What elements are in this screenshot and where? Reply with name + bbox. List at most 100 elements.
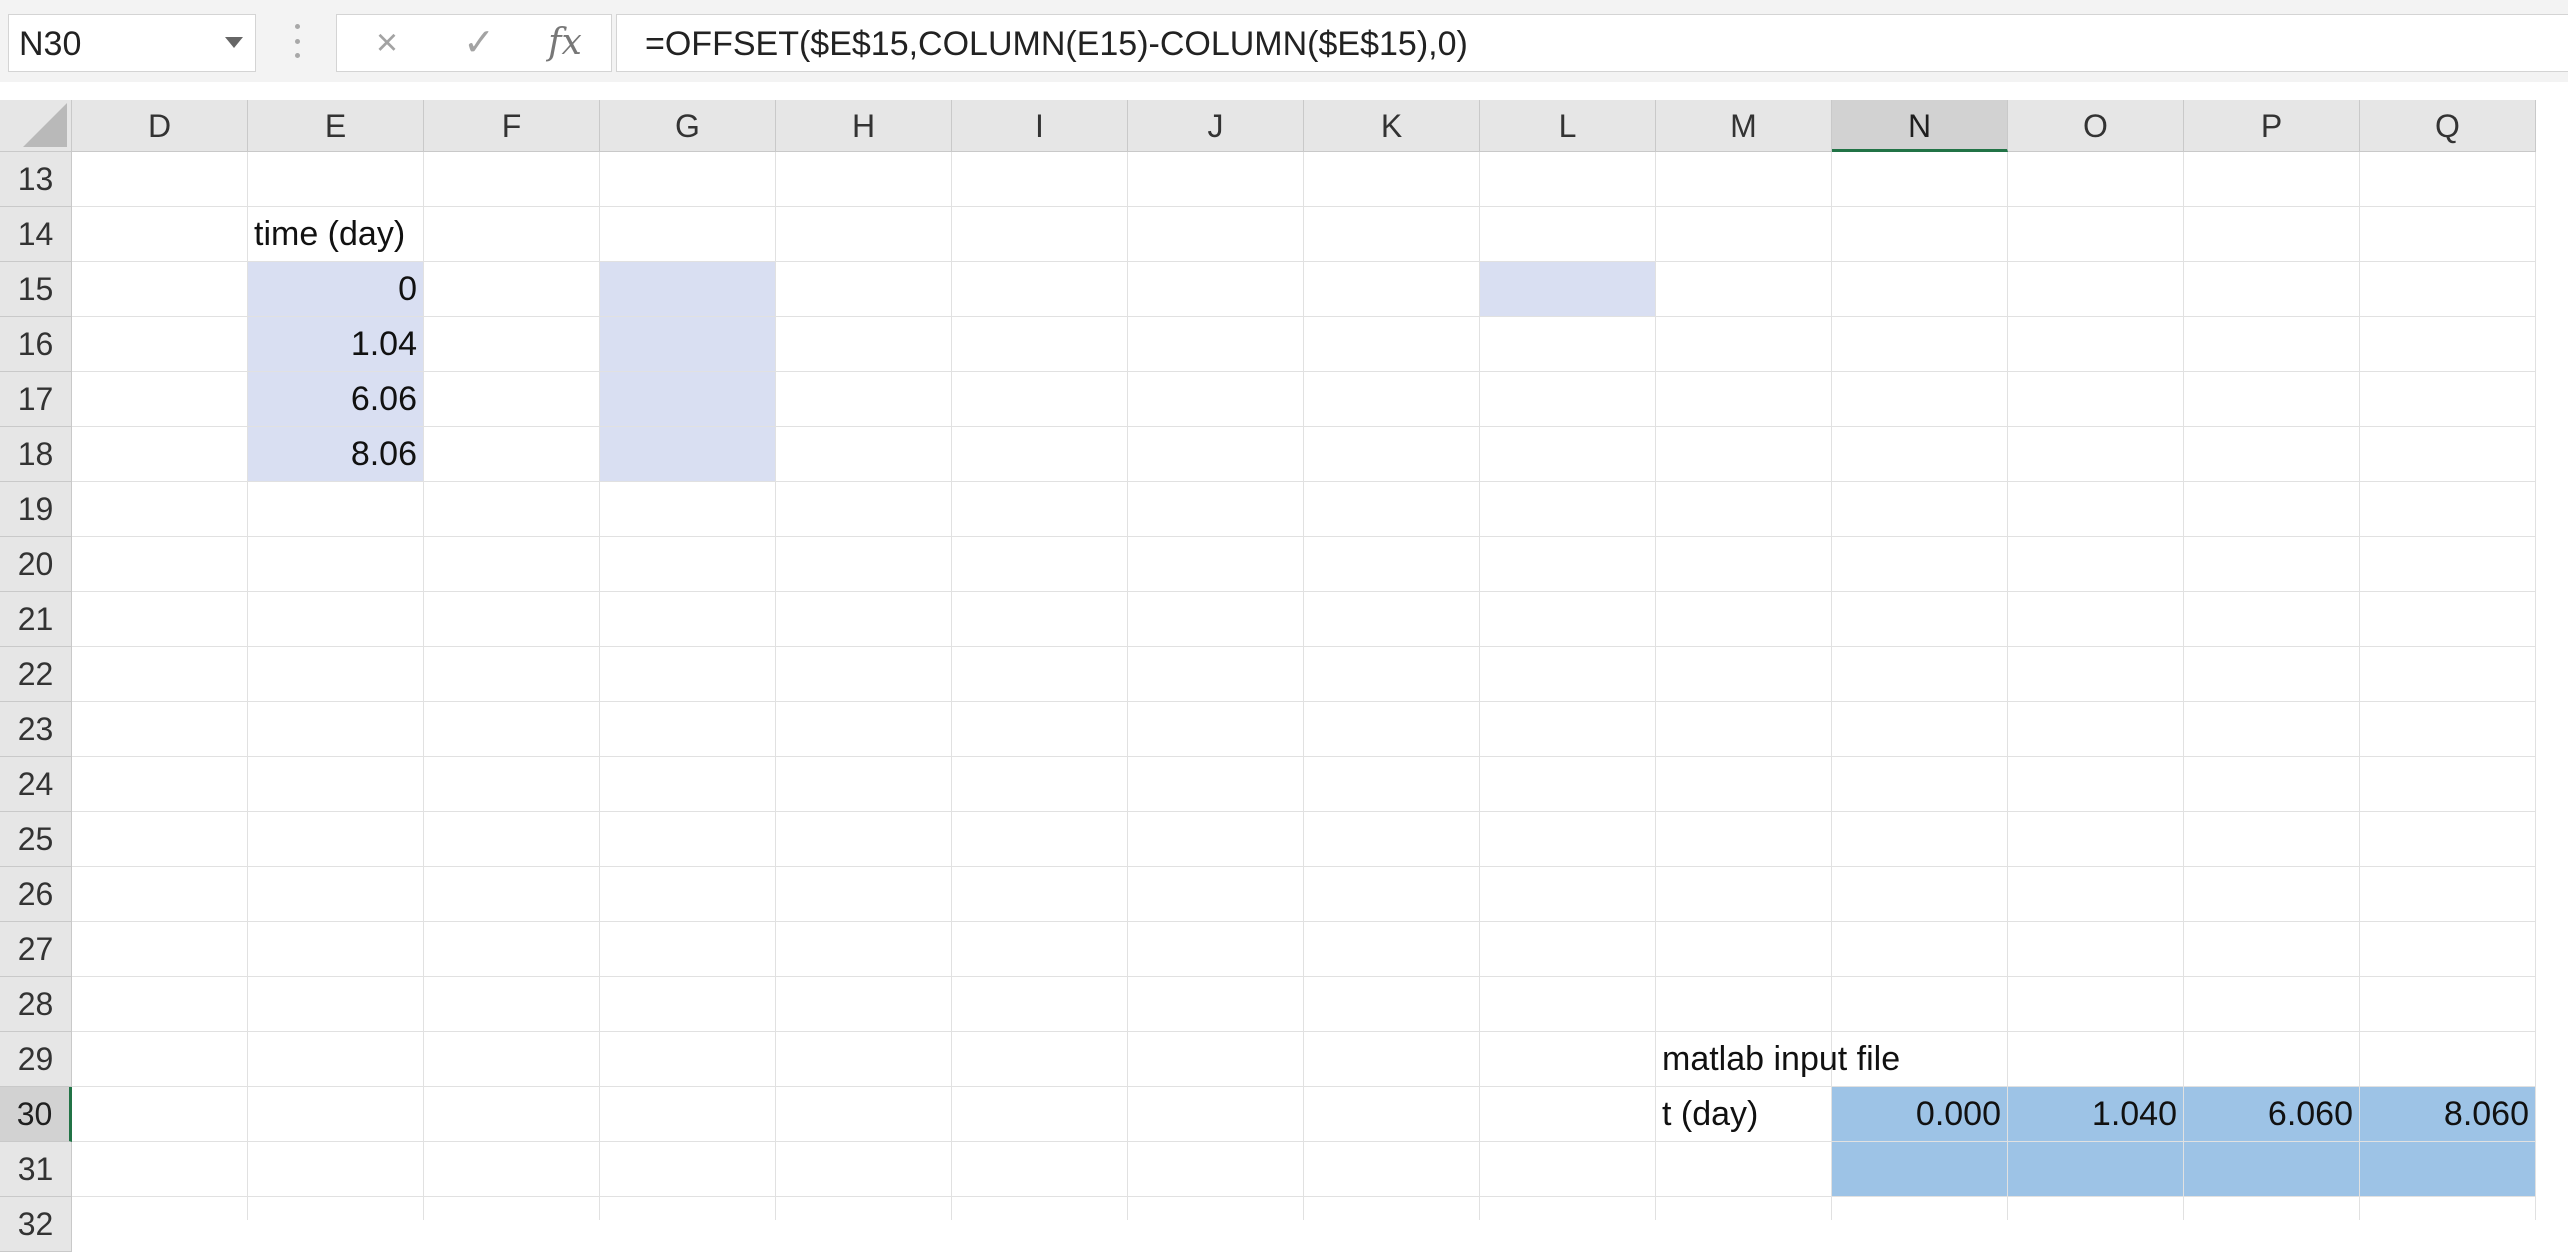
- cell-f14[interactable]: [424, 207, 600, 262]
- insert-function-icon[interactable]: fx: [548, 22, 582, 63]
- cell-q24[interactable]: [2360, 757, 2536, 812]
- cell-m30[interactable]: t (day): [1656, 1087, 1832, 1142]
- cell-n27[interactable]: [1832, 922, 2008, 977]
- cell-d19[interactable]: [72, 482, 248, 537]
- cell-q27[interactable]: [2360, 922, 2536, 977]
- cell-n21[interactable]: [1832, 592, 2008, 647]
- cell-d16[interactable]: [72, 317, 248, 372]
- column-header-o[interactable]: O: [2008, 100, 2184, 152]
- cell-j14[interactable]: [1128, 207, 1304, 262]
- cell-h23[interactable]: [776, 702, 952, 757]
- cell-k15[interactable]: [1304, 262, 1480, 317]
- cell-m15[interactable]: [1656, 262, 1832, 317]
- cell-g26[interactable]: [600, 867, 776, 922]
- cell-p20[interactable]: [2184, 537, 2360, 592]
- cell-d17[interactable]: [72, 372, 248, 427]
- cell-k28[interactable]: [1304, 977, 1480, 1032]
- cell-j20[interactable]: [1128, 537, 1304, 592]
- cell-h26[interactable]: [776, 867, 952, 922]
- cell-p31[interactable]: [2184, 1142, 2360, 1197]
- cell-n25[interactable]: [1832, 812, 2008, 867]
- cell-j16[interactable]: [1128, 317, 1304, 372]
- cell-n26[interactable]: [1832, 867, 2008, 922]
- row-header-28[interactable]: 28: [0, 977, 72, 1032]
- cell-f24[interactable]: [424, 757, 600, 812]
- cell-d32[interactable]: [72, 1197, 248, 1220]
- cell-h19[interactable]: [776, 482, 952, 537]
- cell-k24[interactable]: [1304, 757, 1480, 812]
- cell-l30[interactable]: [1480, 1087, 1656, 1142]
- cell-p14[interactable]: [2184, 207, 2360, 262]
- cell-p26[interactable]: [2184, 867, 2360, 922]
- cell-q22[interactable]: [2360, 647, 2536, 702]
- cell-n24[interactable]: [1832, 757, 2008, 812]
- row-header-16[interactable]: 16: [0, 317, 72, 372]
- cell-m31[interactable]: [1656, 1142, 1832, 1197]
- cell-k30[interactable]: [1304, 1087, 1480, 1142]
- cell-j28[interactable]: [1128, 977, 1304, 1032]
- cell-h25[interactable]: [776, 812, 952, 867]
- cell-m20[interactable]: [1656, 537, 1832, 592]
- cell-i21[interactable]: [952, 592, 1128, 647]
- cell-o16[interactable]: [2008, 317, 2184, 372]
- cell-j25[interactable]: [1128, 812, 1304, 867]
- cell-f16[interactable]: [424, 317, 600, 372]
- cell-d23[interactable]: [72, 702, 248, 757]
- cell-h22[interactable]: [776, 647, 952, 702]
- cell-j13[interactable]: [1128, 152, 1304, 207]
- column-header-e[interactable]: E: [248, 100, 424, 152]
- cell-k23[interactable]: [1304, 702, 1480, 757]
- cell-o14[interactable]: [2008, 207, 2184, 262]
- cell-d26[interactable]: [72, 867, 248, 922]
- cell-q16[interactable]: [2360, 317, 2536, 372]
- cell-p19[interactable]: [2184, 482, 2360, 537]
- cell-f15[interactable]: [424, 262, 600, 317]
- cell-j17[interactable]: [1128, 372, 1304, 427]
- cell-f21[interactable]: [424, 592, 600, 647]
- cell-l31[interactable]: [1480, 1142, 1656, 1197]
- cell-o29[interactable]: [2008, 1032, 2184, 1087]
- cell-m22[interactable]: [1656, 647, 1832, 702]
- column-header-h[interactable]: H: [776, 100, 952, 152]
- cell-j23[interactable]: [1128, 702, 1304, 757]
- cell-n17[interactable]: [1832, 372, 2008, 427]
- cell-p29[interactable]: [2184, 1032, 2360, 1087]
- cell-e24[interactable]: [248, 757, 424, 812]
- cell-g13[interactable]: [600, 152, 776, 207]
- column-header-d[interactable]: D: [72, 100, 248, 152]
- cell-n14[interactable]: [1832, 207, 2008, 262]
- cell-l26[interactable]: [1480, 867, 1656, 922]
- cell-i23[interactable]: [952, 702, 1128, 757]
- cell-l17[interactable]: [1480, 372, 1656, 427]
- cell-k20[interactable]: [1304, 537, 1480, 592]
- cell-h24[interactable]: [776, 757, 952, 812]
- cell-i16[interactable]: [952, 317, 1128, 372]
- cell-m29[interactable]: matlab input file: [1656, 1032, 1900, 1087]
- enter-icon[interactable]: ✓: [463, 22, 495, 64]
- cell-e22[interactable]: [248, 647, 424, 702]
- chevron-down-icon[interactable]: [225, 37, 243, 48]
- cell-f31[interactable]: [424, 1142, 600, 1197]
- cell-l23[interactable]: [1480, 702, 1656, 757]
- row-header-31[interactable]: 31: [0, 1142, 72, 1197]
- cell-k16[interactable]: [1304, 317, 1480, 372]
- cell-i15[interactable]: [952, 262, 1128, 317]
- cell-m13[interactable]: [1656, 152, 1832, 207]
- cell-h27[interactable]: [776, 922, 952, 977]
- cell-q32[interactable]: [2360, 1197, 2536, 1220]
- row-header-24[interactable]: 24: [0, 757, 72, 812]
- cell-q31[interactable]: [2360, 1142, 2536, 1197]
- cell-g23[interactable]: [600, 702, 776, 757]
- column-header-f[interactable]: F: [424, 100, 600, 152]
- cell-e18[interactable]: 8.06: [248, 427, 424, 482]
- cell-k29[interactable]: [1304, 1032, 1480, 1087]
- cell-k17[interactable]: [1304, 372, 1480, 427]
- cell-g15[interactable]: [600, 262, 776, 317]
- cell-i20[interactable]: [952, 537, 1128, 592]
- cell-g27[interactable]: [600, 922, 776, 977]
- cell-d15[interactable]: [72, 262, 248, 317]
- cell-h31[interactable]: [776, 1142, 952, 1197]
- cell-e25[interactable]: [248, 812, 424, 867]
- cell-g24[interactable]: [600, 757, 776, 812]
- cell-f30[interactable]: [424, 1087, 600, 1142]
